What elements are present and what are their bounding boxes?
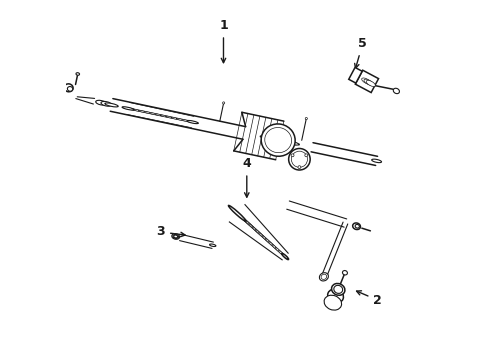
Ellipse shape: [235, 211, 251, 226]
Ellipse shape: [353, 223, 361, 230]
Ellipse shape: [319, 273, 328, 281]
Ellipse shape: [252, 226, 265, 238]
Ellipse shape: [334, 285, 343, 293]
Ellipse shape: [275, 247, 283, 255]
Ellipse shape: [133, 109, 145, 112]
Text: 3: 3: [156, 225, 185, 238]
Ellipse shape: [282, 253, 289, 260]
Ellipse shape: [122, 107, 134, 110]
Ellipse shape: [393, 88, 399, 94]
Ellipse shape: [366, 80, 375, 86]
Ellipse shape: [122, 107, 134, 110]
Polygon shape: [349, 67, 362, 83]
Ellipse shape: [187, 121, 198, 123]
Ellipse shape: [210, 244, 216, 247]
Ellipse shape: [291, 154, 294, 157]
Polygon shape: [355, 70, 379, 93]
Ellipse shape: [166, 116, 177, 119]
Ellipse shape: [154, 114, 166, 117]
Ellipse shape: [272, 244, 280, 252]
Ellipse shape: [289, 148, 310, 170]
Ellipse shape: [305, 154, 308, 157]
Ellipse shape: [362, 78, 371, 84]
Ellipse shape: [372, 159, 382, 163]
Ellipse shape: [258, 233, 270, 243]
Ellipse shape: [245, 220, 259, 233]
Text: 1: 1: [219, 19, 228, 63]
Ellipse shape: [64, 84, 73, 92]
Ellipse shape: [101, 102, 112, 106]
Ellipse shape: [278, 251, 286, 257]
Ellipse shape: [127, 108, 140, 111]
Ellipse shape: [239, 215, 254, 228]
Text: 5: 5: [355, 37, 367, 68]
Ellipse shape: [355, 224, 359, 228]
Ellipse shape: [364, 79, 373, 85]
Ellipse shape: [232, 208, 248, 224]
Ellipse shape: [324, 295, 342, 310]
Ellipse shape: [282, 253, 289, 260]
Ellipse shape: [321, 274, 327, 279]
Ellipse shape: [173, 234, 178, 239]
Ellipse shape: [228, 206, 246, 221]
Text: 2: 2: [357, 291, 382, 307]
Ellipse shape: [298, 166, 301, 168]
Ellipse shape: [265, 238, 275, 248]
Ellipse shape: [174, 235, 178, 238]
Ellipse shape: [328, 289, 343, 303]
Ellipse shape: [144, 112, 155, 114]
Ellipse shape: [176, 118, 188, 121]
Ellipse shape: [96, 100, 106, 105]
Ellipse shape: [261, 124, 295, 156]
Ellipse shape: [160, 115, 172, 118]
Ellipse shape: [292, 151, 308, 167]
Ellipse shape: [182, 120, 193, 122]
Ellipse shape: [171, 117, 182, 120]
Ellipse shape: [105, 103, 118, 107]
Ellipse shape: [305, 117, 307, 120]
Ellipse shape: [228, 206, 246, 221]
Ellipse shape: [343, 271, 347, 275]
Ellipse shape: [138, 111, 150, 113]
Ellipse shape: [172, 234, 180, 239]
Ellipse shape: [68, 86, 73, 91]
Ellipse shape: [255, 229, 267, 240]
Ellipse shape: [262, 235, 272, 245]
Ellipse shape: [222, 102, 225, 104]
Ellipse shape: [332, 283, 345, 295]
Ellipse shape: [260, 136, 299, 145]
Ellipse shape: [149, 113, 161, 116]
Ellipse shape: [187, 121, 198, 123]
Ellipse shape: [248, 224, 262, 235]
Ellipse shape: [269, 242, 278, 250]
Ellipse shape: [265, 127, 292, 153]
Ellipse shape: [76, 73, 79, 75]
Text: 4: 4: [243, 157, 251, 197]
Ellipse shape: [242, 217, 257, 231]
